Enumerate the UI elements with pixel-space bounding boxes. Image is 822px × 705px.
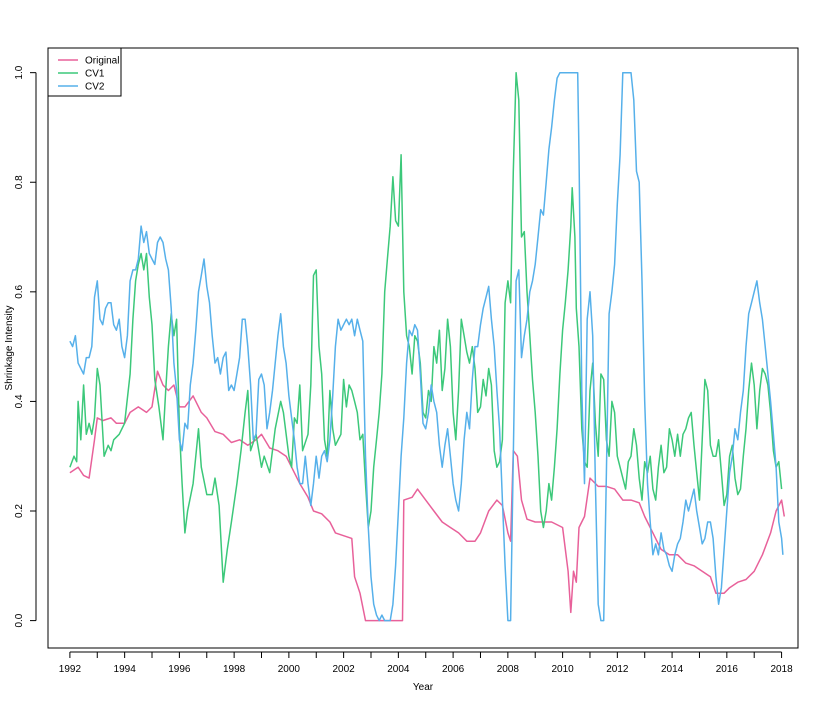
y-tick-label: 0.2	[14, 504, 25, 518]
legend-label: CV2	[85, 82, 105, 93]
y-tick-label: 0.6	[14, 284, 25, 298]
legend-box	[47, 47, 122, 97]
y-tick-label: 1.0	[14, 65, 25, 79]
y-tick-label: 0.4	[14, 394, 25, 408]
x-tick-label: 2018	[770, 664, 793, 675]
x-tick-label: 2010	[551, 664, 574, 675]
x-tick-label: 2008	[497, 664, 520, 675]
x-tick-label: 2004	[387, 664, 410, 675]
plot-area-frame	[47, 47, 799, 649]
x-axis-title: Year	[413, 682, 434, 693]
series-line-cv1	[69, 71, 783, 583]
legend: Original CV1 CV2	[47, 47, 122, 97]
x-tick-label: 1996	[168, 664, 191, 675]
x-tick-label: 2014	[661, 664, 684, 675]
y-tick-label: 0.8	[14, 175, 25, 189]
x-tick-label: 2012	[606, 664, 629, 675]
y-axis: 0.0 0.2 0.4 0.6 0.8 1.0	[14, 65, 37, 628]
x-tick-label: 1994	[114, 664, 137, 675]
y-tick-label: 0.0	[14, 613, 25, 627]
legend-label: Original	[85, 56, 119, 67]
x-tick-label: 1998	[223, 664, 246, 675]
x-axis: 1992 1994 1996 1998 2000 2002 2004 2006 2008 2010…	[59, 651, 793, 675]
series-line-cv2	[69, 71, 784, 622]
x-tick-label: 1992	[59, 664, 82, 675]
legend-label: CV1	[85, 69, 105, 80]
y-axis-title: Shrinkage Intensity	[4, 305, 15, 390]
x-tick-label: 2000	[278, 664, 301, 675]
x-tick-label: 2006	[442, 664, 465, 675]
x-tick-label: 2002	[332, 664, 355, 675]
x-tick-label: 2016	[716, 664, 739, 675]
series-layer	[69, 71, 786, 622]
